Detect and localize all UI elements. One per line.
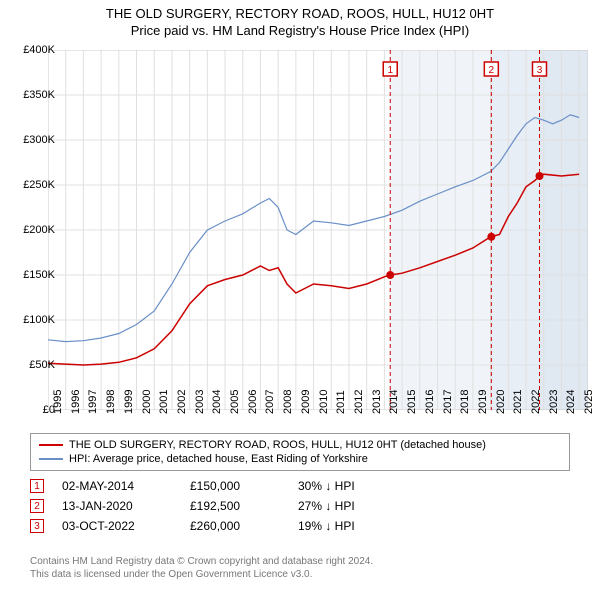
transactions-table: 1 02-MAY-2014 £150,000 30% ↓ HPI 2 13-JA… (30, 476, 570, 536)
x-tick-label: 2017 (442, 390, 454, 414)
legend-item: THE OLD SURGERY, RECTORY ROAD, ROOS, HUL… (39, 438, 561, 452)
y-tick-label: £250K (23, 179, 55, 191)
legend-label: THE OLD SURGERY, RECTORY ROAD, ROOS, HUL… (69, 439, 486, 451)
transaction-marker: 3 (30, 519, 44, 533)
x-tick-label: 2004 (211, 390, 223, 414)
svg-text:2: 2 (489, 65, 495, 76)
svg-text:1: 1 (387, 65, 393, 76)
x-tick-label: 1997 (87, 390, 99, 414)
legend-swatch (39, 444, 63, 446)
x-tick-label: 2025 (583, 390, 595, 414)
legend-swatch (39, 458, 63, 460)
x-tick-label: 2006 (247, 390, 259, 414)
transaction-marker: 2 (30, 499, 44, 513)
x-tick-label: 2008 (282, 390, 294, 414)
chart-subtitle: Price paid vs. HM Land Registry's House … (0, 21, 600, 38)
x-tick-label: 2007 (264, 390, 276, 414)
transaction-price: £260,000 (190, 519, 280, 533)
x-tick-label: 2024 (565, 390, 577, 414)
transaction-row: 2 13-JAN-2020 £192,500 27% ↓ HPI (30, 496, 570, 516)
y-tick-label: £300K (23, 134, 55, 146)
x-tick-label: 2001 (158, 390, 170, 414)
x-tick-label: 1998 (105, 390, 117, 414)
x-tick-label: 2019 (477, 390, 489, 414)
x-tick-label: 2010 (318, 390, 330, 414)
y-tick-label: £400K (23, 44, 55, 56)
transaction-pct: 19% ↓ HPI (298, 519, 398, 533)
transaction-marker: 1 (30, 479, 44, 493)
x-tick-label: 2022 (530, 390, 542, 414)
chart-title: THE OLD SURGERY, RECTORY ROAD, ROOS, HUL… (0, 0, 600, 21)
transaction-row: 3 03-OCT-2022 £260,000 19% ↓ HPI (30, 516, 570, 536)
transaction-row: 1 02-MAY-2014 £150,000 30% ↓ HPI (30, 476, 570, 496)
x-tick-label: 2000 (141, 390, 153, 414)
transaction-price: £150,000 (190, 479, 280, 493)
transaction-date: 03-OCT-2022 (62, 519, 172, 533)
transaction-pct: 30% ↓ HPI (298, 479, 398, 493)
x-tick-label: 1996 (70, 390, 82, 414)
svg-text:3: 3 (537, 65, 543, 76)
x-tick-label: 2023 (548, 390, 560, 414)
x-tick-label: 2003 (194, 390, 206, 414)
x-tick-label: 2012 (353, 390, 365, 414)
transaction-pct: 27% ↓ HPI (298, 499, 398, 513)
legend-label: HPI: Average price, detached house, East… (69, 453, 368, 465)
x-tick-label: 2011 (335, 390, 347, 414)
y-tick-label: £50K (29, 359, 55, 371)
x-tick-label: 1995 (52, 390, 64, 414)
legend-item: HPI: Average price, detached house, East… (39, 452, 561, 466)
footer-line: This data is licensed under the Open Gov… (30, 568, 570, 581)
transaction-date: 13-JAN-2020 (62, 499, 172, 513)
legend: THE OLD SURGERY, RECTORY ROAD, ROOS, HUL… (30, 433, 570, 471)
y-tick-label: £350K (23, 89, 55, 101)
footer-line: Contains HM Land Registry data © Crown c… (30, 555, 570, 568)
x-tick-label: 2013 (371, 390, 383, 414)
x-tick-label: 2015 (406, 390, 418, 414)
x-tick-label: 2014 (388, 390, 400, 414)
chart-svg: 1 2 3 (48, 50, 588, 410)
chart-area: 1 2 3 (48, 50, 588, 410)
x-tick-label: 2021 (512, 390, 524, 414)
footer: Contains HM Land Registry data © Crown c… (30, 555, 570, 581)
y-tick-label: £100K (23, 314, 55, 326)
transaction-date: 02-MAY-2014 (62, 479, 172, 493)
x-tick-label: 2018 (459, 390, 471, 414)
x-tick-label: 2009 (300, 390, 312, 414)
x-tick-label: 2002 (176, 390, 188, 414)
x-tick-label: 2005 (229, 390, 241, 414)
x-tick-label: 1999 (123, 390, 135, 414)
transaction-price: £192,500 (190, 499, 280, 513)
y-tick-label: £150K (23, 269, 55, 281)
y-tick-label: £200K (23, 224, 55, 236)
x-tick-label: 2020 (495, 390, 507, 414)
x-tick-label: 2016 (424, 390, 436, 414)
